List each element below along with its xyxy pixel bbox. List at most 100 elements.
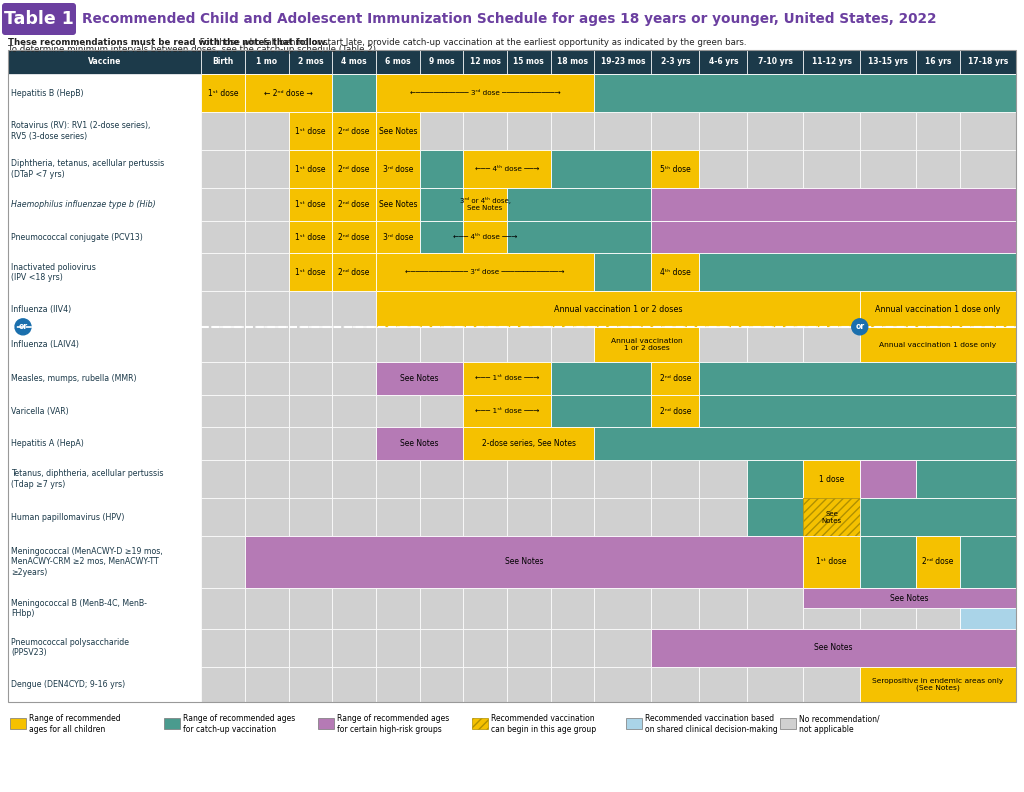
Bar — [959, 291, 1016, 362]
Text: 11-12 yrs: 11-12 yrs — [812, 58, 852, 67]
Bar — [332, 667, 376, 702]
Bar — [959, 362, 1016, 394]
Text: See Notes: See Notes — [379, 200, 417, 209]
Bar — [289, 428, 332, 460]
Bar — [332, 394, 376, 428]
Bar — [463, 188, 507, 221]
Bar — [332, 221, 376, 253]
Bar — [420, 188, 463, 221]
Bar — [860, 394, 916, 428]
Bar — [245, 150, 289, 188]
Text: 2ⁿᵈ dose: 2ⁿᵈ dose — [338, 233, 370, 242]
Bar — [804, 112, 860, 150]
Text: or: or — [855, 322, 864, 331]
Bar — [332, 362, 376, 394]
Bar — [651, 221, 699, 253]
Bar — [551, 362, 594, 394]
Bar — [959, 498, 1016, 536]
Bar — [420, 291, 463, 362]
Bar — [651, 221, 1016, 253]
Bar — [463, 362, 551, 394]
Bar — [594, 327, 699, 362]
Bar — [507, 460, 551, 498]
Text: See Notes: See Notes — [400, 440, 439, 448]
Bar — [748, 498, 804, 536]
Text: 1ˢᵗ dose: 1ˢᵗ dose — [295, 127, 326, 135]
Bar — [201, 536, 245, 588]
Bar — [916, 498, 959, 536]
Bar — [860, 588, 916, 629]
Bar — [245, 667, 289, 702]
Bar — [804, 50, 860, 74]
Bar — [507, 362, 551, 394]
Bar — [594, 460, 651, 498]
Text: 4-6 yrs: 4-6 yrs — [709, 58, 738, 67]
Bar — [594, 74, 1016, 112]
Bar — [959, 394, 1016, 428]
Bar — [245, 188, 289, 221]
Bar — [289, 74, 332, 112]
Bar — [463, 221, 507, 253]
Bar — [201, 221, 245, 253]
Bar — [245, 536, 804, 588]
Text: See Notes: See Notes — [379, 127, 417, 135]
Bar — [289, 221, 332, 253]
Text: Influenza (LAIV4): Influenza (LAIV4) — [11, 340, 79, 349]
Bar — [201, 291, 245, 362]
Bar — [289, 588, 332, 629]
Bar — [594, 428, 651, 460]
Bar — [594, 253, 651, 291]
Bar — [420, 112, 463, 150]
Text: or: or — [18, 322, 28, 331]
Bar — [916, 536, 959, 588]
Bar — [376, 498, 420, 536]
Bar — [860, 428, 916, 460]
Bar — [651, 291, 699, 362]
Bar — [959, 608, 1016, 629]
Bar — [959, 74, 1016, 112]
Bar — [201, 188, 245, 221]
Bar — [289, 629, 332, 667]
Bar — [916, 588, 959, 629]
Bar — [376, 188, 420, 221]
Bar — [804, 460, 860, 498]
Bar — [318, 718, 334, 729]
Bar — [289, 150, 332, 188]
Bar — [594, 50, 651, 74]
Bar — [594, 588, 651, 629]
Bar — [916, 221, 959, 253]
Bar — [507, 536, 551, 588]
Bar — [376, 150, 420, 188]
Bar — [699, 460, 748, 498]
Bar — [507, 667, 551, 702]
Bar — [959, 221, 1016, 253]
Bar — [376, 253, 420, 291]
Bar — [8, 221, 201, 253]
Bar — [420, 150, 463, 188]
Bar — [376, 74, 594, 112]
Bar — [376, 629, 420, 667]
Bar — [376, 112, 420, 150]
Bar — [420, 667, 463, 702]
Bar — [245, 112, 289, 150]
Text: Vaccine: Vaccine — [88, 58, 121, 67]
Text: 2ⁿᵈ dose: 2ⁿᵈ dose — [338, 127, 370, 135]
Bar — [376, 50, 420, 74]
Bar — [916, 188, 959, 221]
Bar — [860, 460, 916, 498]
Bar — [916, 291, 959, 362]
Bar — [804, 253, 860, 291]
Bar — [289, 112, 332, 150]
Bar — [860, 50, 916, 74]
Text: ← 2ⁿᵈ dose →: ← 2ⁿᵈ dose → — [264, 89, 313, 97]
Bar — [959, 629, 1016, 667]
Bar — [594, 253, 651, 291]
Bar — [551, 253, 594, 291]
Bar — [289, 498, 332, 536]
Bar — [463, 428, 594, 460]
Bar — [804, 150, 860, 188]
Bar — [748, 588, 804, 629]
Bar — [699, 112, 748, 150]
Bar — [507, 588, 551, 629]
Text: 2 mos: 2 mos — [298, 58, 324, 67]
